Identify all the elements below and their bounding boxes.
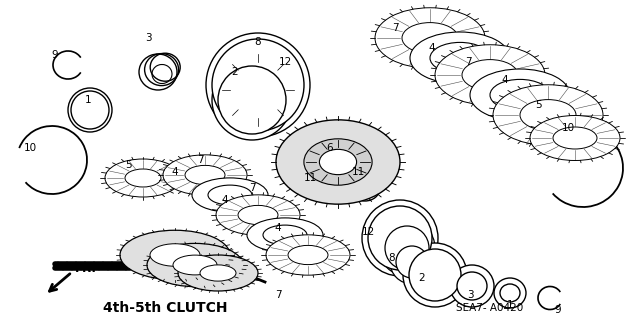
Ellipse shape [185,165,225,185]
Text: 1: 1 [507,300,513,310]
Ellipse shape [462,60,518,90]
Ellipse shape [457,272,487,300]
Ellipse shape [150,244,200,266]
Circle shape [212,60,292,140]
Text: 4th-5th CLUTCH: 4th-5th CLUTCH [103,301,227,315]
Ellipse shape [319,149,356,174]
Text: 2: 2 [419,273,426,283]
Text: 1: 1 [84,95,92,105]
Ellipse shape [500,284,520,302]
Ellipse shape [263,225,307,245]
Ellipse shape [192,178,268,212]
Text: 8: 8 [388,253,396,263]
Ellipse shape [490,79,550,111]
Ellipse shape [350,175,380,201]
Text: SEA7- A0420: SEA7- A0420 [456,303,524,313]
Text: 3: 3 [467,290,474,300]
Ellipse shape [247,218,323,252]
Ellipse shape [304,139,372,185]
Ellipse shape [238,205,278,225]
Ellipse shape [120,230,230,280]
Circle shape [68,88,112,132]
Ellipse shape [178,255,258,291]
Circle shape [206,33,310,137]
Text: 6: 6 [326,143,333,153]
Text: 4: 4 [502,75,508,85]
Ellipse shape [266,235,350,275]
Circle shape [385,226,429,270]
Circle shape [368,206,432,270]
Text: 7: 7 [465,57,471,67]
Ellipse shape [430,42,490,74]
Ellipse shape [288,245,328,264]
Circle shape [212,39,304,131]
Text: 11: 11 [351,167,365,177]
Text: 11: 11 [303,173,317,183]
Text: 7: 7 [392,23,398,33]
Text: 10: 10 [561,123,575,133]
Ellipse shape [173,255,217,275]
Text: 5: 5 [125,160,131,170]
Ellipse shape [494,278,526,308]
Text: 9: 9 [555,305,561,315]
Circle shape [362,200,438,276]
Text: 12: 12 [362,227,374,237]
Circle shape [71,91,109,129]
Ellipse shape [470,69,570,121]
Ellipse shape [105,159,181,197]
Circle shape [379,220,435,276]
Text: 9: 9 [52,50,58,60]
Text: 8: 8 [255,37,261,47]
Text: 4: 4 [221,195,228,205]
Text: FR.: FR. [75,262,97,275]
Text: 4: 4 [275,223,282,233]
Ellipse shape [147,243,243,286]
Ellipse shape [306,174,330,196]
Ellipse shape [520,100,576,130]
Ellipse shape [216,195,300,235]
Text: 5: 5 [534,100,541,110]
Text: 7: 7 [196,155,204,165]
Text: 3: 3 [145,33,151,43]
Text: 2: 2 [232,67,238,77]
Circle shape [218,66,286,134]
Text: 10: 10 [24,143,36,153]
Text: 12: 12 [278,57,292,67]
Ellipse shape [450,265,494,307]
Ellipse shape [375,8,485,68]
Ellipse shape [402,23,458,53]
Ellipse shape [410,32,510,84]
Ellipse shape [125,169,161,187]
Text: 7: 7 [275,290,282,300]
Circle shape [396,246,428,278]
Text: 4: 4 [429,43,435,53]
Circle shape [403,243,467,307]
Circle shape [390,240,434,284]
Ellipse shape [553,127,597,149]
Ellipse shape [276,120,400,204]
Ellipse shape [530,115,620,160]
Ellipse shape [435,45,545,105]
Ellipse shape [354,179,376,197]
Text: 4: 4 [172,167,179,177]
Text: 7: 7 [249,183,255,193]
Ellipse shape [200,265,236,281]
Ellipse shape [309,177,327,192]
Ellipse shape [208,185,252,205]
Ellipse shape [163,155,247,195]
Circle shape [409,249,461,301]
Ellipse shape [493,85,603,145]
